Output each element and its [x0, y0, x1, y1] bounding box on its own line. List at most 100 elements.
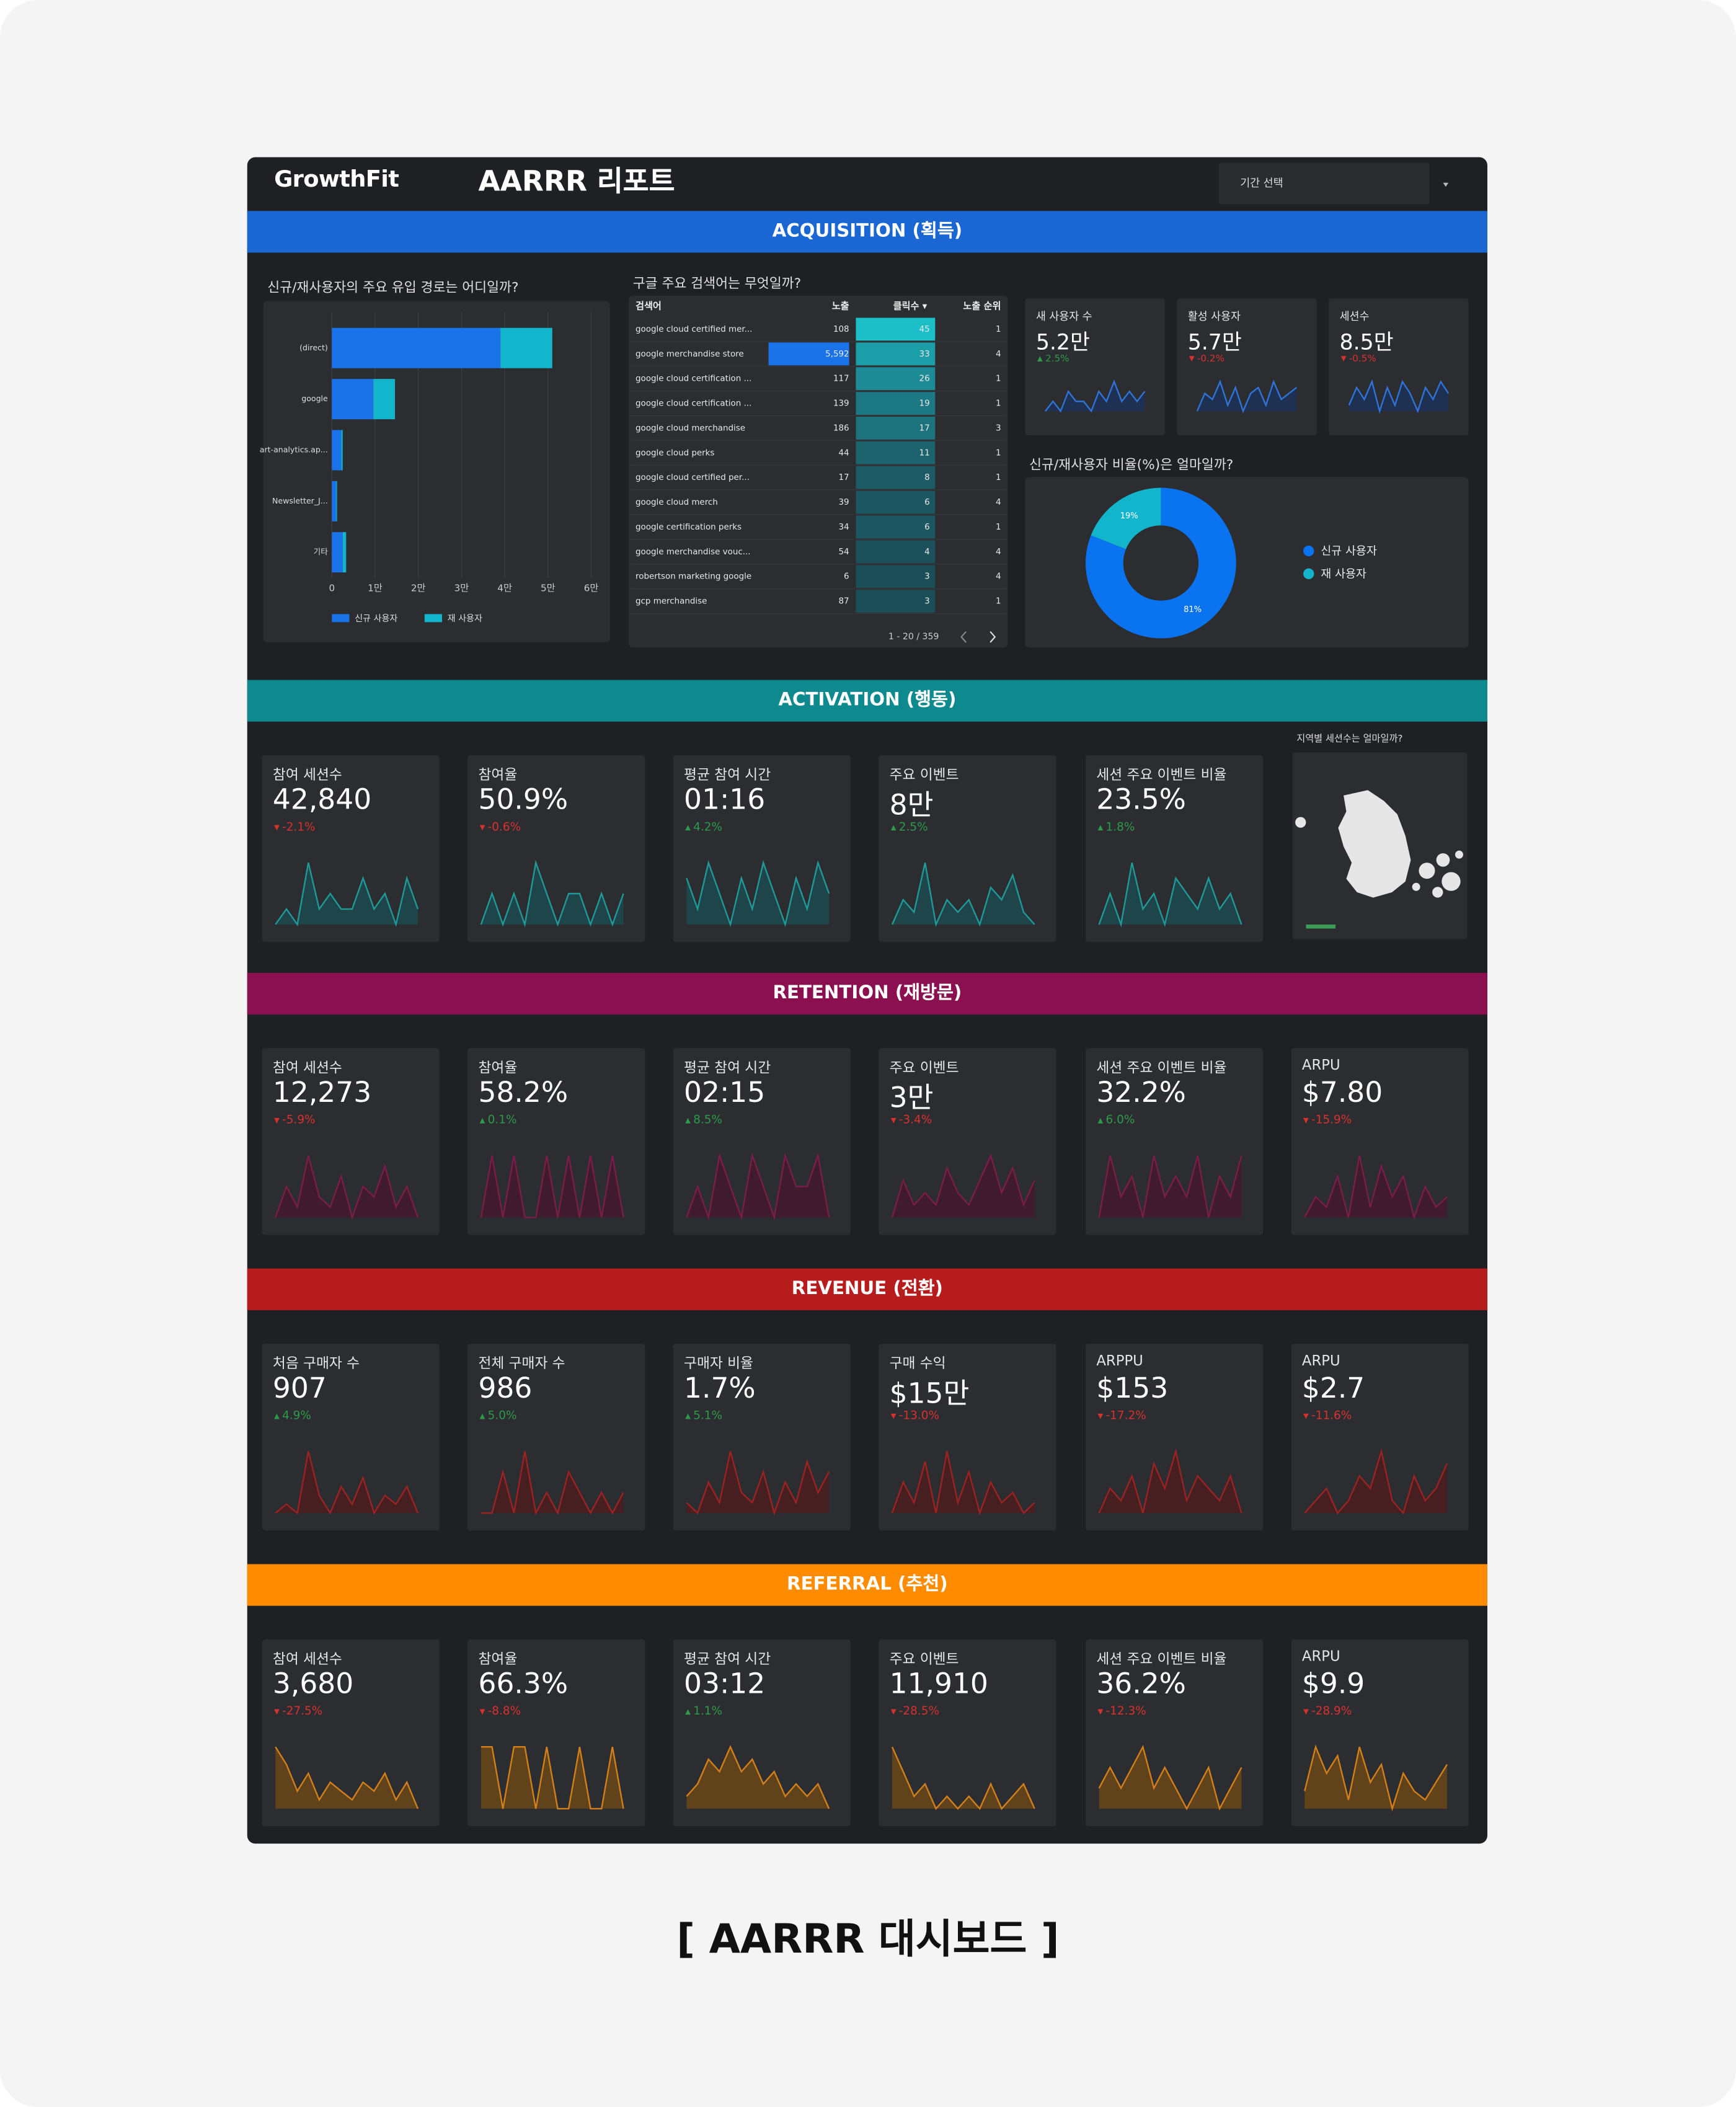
delta-arrow	[685, 1413, 691, 1419]
kpi-label: 참여 세션수	[272, 1651, 342, 1668]
kpi-delta: 1.8%	[1105, 821, 1135, 835]
section-title: REVENUE (전환)	[791, 1277, 943, 1300]
delta-arrow	[479, 1709, 485, 1715]
section-bar	[247, 972, 1487, 1015]
kpi-delta: 5.0%	[487, 1409, 517, 1423]
kpi-value: 5.2만	[1035, 329, 1090, 355]
kpi-delta: -12.3%	[1105, 1705, 1146, 1719]
delta-arrow	[274, 1413, 280, 1419]
kpi-label: 평균 참여 시간	[684, 1060, 771, 1076]
chart-panel	[263, 301, 610, 642]
kpi-label: 구매 수익	[889, 1355, 946, 1372]
kpi-label: ARPU	[1301, 1353, 1340, 1370]
section-bar	[247, 1268, 1487, 1310]
kpi-delta: -0.5%	[1348, 353, 1376, 365]
delta-arrow	[890, 1709, 897, 1715]
delta-arrow	[1340, 357, 1347, 362]
kpi-value: 01:16	[684, 783, 766, 816]
kpi-delta: 2.5%	[898, 821, 928, 835]
period-select[interactable]	[1218, 162, 1430, 205]
kpi-value: 11,910	[889, 1667, 988, 1700]
delta-arrow	[685, 1117, 691, 1124]
kpi-value: $7.80	[1301, 1076, 1383, 1109]
kpi-delta: -13.0%	[898, 1409, 939, 1423]
kpi-label: 참여 세션수	[272, 767, 342, 784]
kpi-delta: 2.5%	[1045, 353, 1070, 365]
section-bar	[247, 211, 1487, 253]
kpi-value: 58.2%	[478, 1076, 569, 1109]
kpi-value: 32.2%	[1096, 1076, 1186, 1109]
kpi-label: 전체 구매자 수	[478, 1355, 565, 1372]
kpi-delta: -15.9%	[1311, 1114, 1352, 1128]
kpi-value: 36.2%	[1096, 1667, 1186, 1700]
kpi-delta: -28.5%	[898, 1705, 939, 1719]
kpi-value: 12,273	[272, 1076, 372, 1109]
kpi-label: 주요 이벤트	[889, 767, 959, 784]
delta-arrow	[890, 1117, 897, 1124]
kpi-delta: -5.9%	[282, 1114, 316, 1128]
delta-arrow	[274, 1709, 280, 1715]
delta-arrow	[274, 1117, 280, 1124]
table-panel	[629, 295, 1008, 648]
kpi-label: 평균 참여 시간	[684, 1651, 771, 1668]
period-select-label: 기간 선택	[1240, 177, 1283, 190]
kpi-label: 활성 사용자	[1187, 310, 1241, 323]
kpi-value: $153	[1096, 1372, 1169, 1404]
kpi-value: $2.7	[1301, 1372, 1365, 1404]
kpi-delta: 6.0%	[1105, 1114, 1135, 1128]
kpi-delta: -0.2%	[1197, 353, 1224, 365]
kpi-label: 참여율	[478, 1651, 518, 1668]
kpi-value: 03:12	[684, 1667, 766, 1700]
kpi-label: 세션 주요 이벤트 비율	[1096, 1060, 1227, 1076]
delta-arrow	[1097, 1709, 1104, 1715]
kpi-value: 3만	[889, 1081, 934, 1114]
kpi-delta: -8.8%	[487, 1705, 521, 1719]
kpi-value: $9.9	[1301, 1667, 1365, 1700]
kpi-value: $15만	[889, 1377, 970, 1410]
delta-arrow	[479, 1413, 485, 1419]
kpi-delta: -11.6%	[1311, 1409, 1352, 1423]
map-title: 지역별 세션수는 얼마일까?	[1296, 734, 1403, 745]
kpi-label: 세션 주요 이벤트 비율	[1096, 1651, 1227, 1668]
kpi-label: ARPU	[1301, 1057, 1340, 1074]
delta-arrow	[1097, 1413, 1104, 1419]
delta-arrow	[890, 1413, 897, 1419]
kpi-delta: 5.1%	[693, 1409, 723, 1423]
delta-arrow	[890, 825, 897, 831]
delta-arrow	[1303, 1709, 1309, 1715]
kpi-label: ARPPU	[1096, 1353, 1143, 1370]
delta-arrow	[685, 1709, 691, 1715]
kpi-label: 주요 이벤트	[889, 1060, 959, 1076]
kpi-value: 1.7%	[684, 1372, 756, 1404]
kpi-value: 8.5만	[1339, 329, 1394, 355]
kpi-label: 처음 구매자 수	[272, 1355, 360, 1372]
logo: GrowthFit	[274, 166, 399, 194]
delta-arrow	[1189, 357, 1195, 362]
section-bar	[247, 680, 1487, 722]
kpi-value: 02:15	[684, 1076, 766, 1109]
kpi-value: 5.7만	[1187, 329, 1242, 355]
kpi-delta: -28.9%	[1311, 1705, 1352, 1719]
kpi-value: 23.5%	[1096, 783, 1186, 816]
kpi-label: 구매자 비율	[684, 1355, 753, 1372]
kpi-delta: -3.4%	[898, 1114, 932, 1128]
kpi-delta: 1.1%	[693, 1705, 723, 1719]
kpi-delta: 8.5%	[693, 1114, 723, 1128]
kpi-delta: 0.1%	[487, 1114, 517, 1128]
map-panel	[1292, 752, 1468, 939]
kpi-label: 참여율	[478, 1060, 518, 1076]
delta-arrow	[1303, 1117, 1309, 1124]
section-bar	[247, 1564, 1487, 1606]
delta-arrow	[479, 825, 485, 831]
kpi-value: 50.9%	[478, 783, 569, 816]
delta-arrow	[1303, 1413, 1309, 1419]
question: 신규/재사용자 비율(%)은 얼마일까?	[1029, 458, 1234, 473]
kpi-label: 세션수	[1339, 310, 1370, 323]
kpi-delta: -0.6%	[487, 821, 521, 835]
kpi-value: 3,680	[272, 1667, 354, 1700]
kpi-value: 907	[272, 1372, 327, 1404]
delta-arrow	[479, 1117, 485, 1124]
kpi-delta: -2.1%	[282, 821, 316, 835]
delta-arrow	[685, 825, 691, 831]
